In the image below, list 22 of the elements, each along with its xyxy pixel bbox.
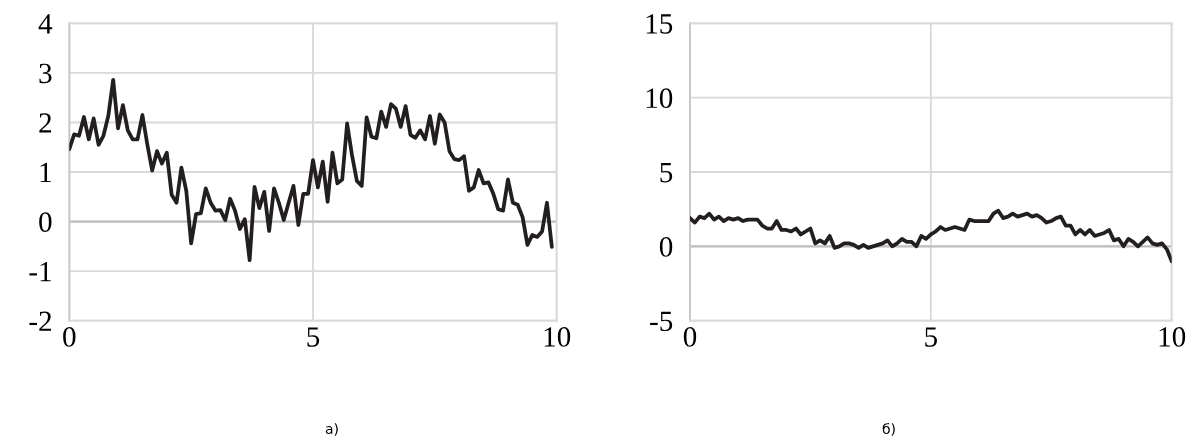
y-tick-label: 0	[659, 237, 673, 257]
y-tick-label: 5	[660, 163, 673, 183]
x-tick-label: 5	[925, 327, 937, 347]
x-tick-label: 10	[1159, 327, 1186, 347]
y-tick-label: -1	[29, 262, 51, 282]
x-tick-label: 5	[307, 327, 320, 347]
x-tick-label: 0	[63, 327, 76, 347]
text: а)	[325, 423, 338, 436]
text: б)	[882, 423, 895, 436]
y-tick-label: 0	[39, 212, 52, 232]
y-tick-label: 3	[39, 63, 52, 84]
line-series	[690, 208, 1172, 264]
y-tick-label: 10	[646, 88, 673, 109]
y-tick-label: -5	[650, 311, 673, 332]
y-tick-label: 1	[40, 162, 51, 183]
y-tick-label: -2	[29, 311, 52, 331]
line-series	[69, 77, 554, 263]
y-tick-label: 2	[39, 113, 52, 133]
y-tick-label: 15	[646, 14, 673, 34]
y-tick-label: 4	[38, 14, 53, 34]
x-tick-label: 10	[544, 327, 571, 347]
x-tick-label: 0	[683, 327, 697, 347]
